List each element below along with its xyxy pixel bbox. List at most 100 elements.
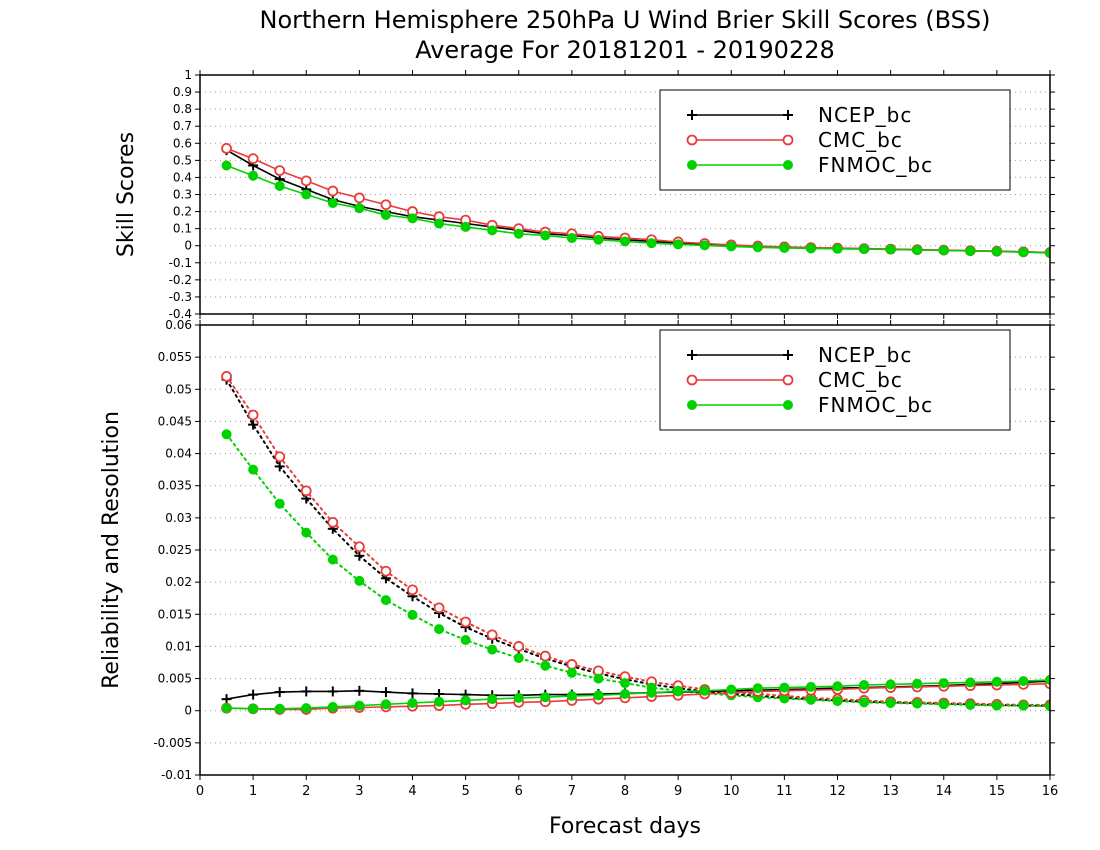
data-point-FNMOC_bc [354, 700, 365, 711]
x-tick-label: 1 [249, 784, 257, 799]
data-point-FNMOC_bc [407, 213, 418, 224]
data-point-FNMOC_bc [912, 698, 923, 709]
data-point-CMC_bc [380, 565, 392, 577]
x-tick-label: 6 [515, 784, 523, 799]
y-tick-label: 0.7 [173, 119, 192, 133]
data-point-FNMOC_bc [407, 698, 418, 708]
data-point-FNMOC_bc [832, 243, 843, 254]
y-tick-label: 0.9 [173, 85, 192, 99]
y-tick-label: 0.3 [173, 188, 192, 202]
data-point-FNMOC_bc [221, 429, 232, 440]
data-point-FNMOC_bc [938, 699, 949, 710]
data-point-FNMOC_bc [991, 676, 1002, 687]
data-point-FNMOC_bc [885, 698, 896, 708]
data-point-FNMOC_bc [566, 233, 577, 244]
y-tick-label: -0.3 [169, 290, 192, 304]
data-point-FNMOC_bc [965, 699, 976, 710]
data-point-FNMOC_bc [540, 692, 551, 703]
data-point-FNMOC_bc [274, 703, 285, 714]
legend-marker-CMC_bc [686, 374, 698, 386]
data-point-FNMOC_bc [327, 701, 338, 712]
data-point-FNMOC_bc [380, 699, 391, 710]
data-point-NCEP_bc [301, 686, 312, 697]
data-point-FNMOC_bc [460, 221, 471, 232]
x-tick-label: 10 [723, 784, 740, 799]
x-tick-label: 12 [829, 784, 846, 799]
data-point-FNMOC_bc [301, 527, 312, 538]
data-point-FNMOC_bc [620, 678, 630, 689]
data-point-FNMOC_bc [673, 239, 684, 250]
data-point-NCEP_bc [354, 685, 365, 696]
y-tick-label: 0.2 [173, 205, 192, 219]
reliability-resolution-panel: -0.01 -0.005 0 0.005 0.01 0.015 0.02 0.025 0.03 0… [99, 318, 1058, 839]
data-point-FNMOC_bc [620, 689, 630, 699]
data-point-FNMOC_bc [380, 209, 391, 220]
data-point-FNMOC_bc [354, 203, 365, 214]
data-point-FNMOC_bc [912, 678, 923, 689]
y-tick-label: -0.1 [169, 256, 192, 270]
data-point-FNMOC_bc [487, 644, 498, 655]
data-point-NCEP_bc [327, 686, 338, 697]
data-point-FNMOC_bc [1045, 701, 1050, 712]
y-tick-label: 0.005 [158, 672, 192, 686]
data-point-NCEP_bc [274, 461, 285, 472]
data-point-FNMOC_bc [301, 189, 312, 200]
legend-marker-CMC_bc [782, 134, 794, 146]
x-axis-label: Forecast days [549, 814, 701, 839]
legend-label-NCEP_bc: NCEP_bc [818, 103, 912, 127]
data-point-FNMOC_bc [593, 673, 604, 684]
data-point-FNMOC_bc [1018, 700, 1029, 711]
data-point-FNMOC_bc [327, 198, 338, 209]
data-point-FNMOC_bc [566, 667, 577, 678]
data-point-FNMOC_bc [620, 236, 630, 247]
data-point-NCEP_bc [248, 419, 259, 430]
data-point-CMC_bc [327, 516, 339, 528]
data-point-CMC_bc [274, 165, 286, 177]
data-point-FNMOC_bc [1045, 674, 1050, 685]
x-tick-label: 15 [989, 784, 1006, 799]
data-point-CMC_bc [221, 143, 232, 154]
data-point-CMC_bc [274, 451, 286, 463]
y-tick-label: -0.01 [161, 768, 192, 782]
data-point-NCEP_bc [380, 687, 391, 698]
legend-marker-NCEP_bc [687, 110, 697, 120]
data-point-FNMOC_bc [248, 464, 259, 475]
data-point-FNMOC_bc [487, 225, 498, 236]
data-point-CMC_bc [460, 616, 472, 628]
data-point-FNMOC_bc [699, 240, 710, 251]
series-line-NCEP_bc [225, 378, 1050, 707]
data-point-FNMOC_bc [859, 680, 870, 690]
legend-label-FNMOC_bc: FNMOC_bc [818, 393, 933, 417]
y-tick-label: 0 [184, 239, 192, 253]
y-tick-label: 0.015 [158, 607, 192, 621]
skill-scores-panel: -0.4 -0.3 -0.2 -0.1 0 0.1 0.2 0.3 0.4 0.5 0.6 0.7 0.… [114, 68, 1055, 321]
data-point-NCEP_bc [354, 550, 365, 561]
data-point-FNMOC_bc [646, 238, 657, 249]
data-point-FNMOC_bc [593, 690, 604, 701]
y-tick-label: 0.6 [173, 136, 192, 150]
data-point-FNMOC_bc [274, 180, 285, 191]
data-point-FNMOC_bc [726, 684, 737, 695]
data-point-CMC_bc [247, 153, 259, 165]
data-point-FNMOC_bc [965, 677, 976, 688]
series-group [221, 143, 1050, 258]
data-point-FNMOC_bc [938, 245, 949, 256]
y-tick-label: 0.025 [158, 543, 192, 557]
data-point-FNMOC_bc [540, 230, 551, 241]
data-point-FNMOC_bc [434, 218, 445, 229]
y-tick-label: 0.01 [165, 639, 192, 653]
data-point-FNMOC_bc [566, 690, 577, 701]
x-tick-label: 3 [355, 784, 363, 799]
data-point-FNMOC_bc [991, 246, 1002, 257]
data-point-CMC_bc [380, 199, 392, 211]
chart-title-line1: Northern Hemisphere 250hPa U Wind Brier … [260, 6, 991, 34]
x-tick-label: 5 [461, 784, 469, 799]
x-tick-label: 0 [196, 784, 204, 799]
x-tick-label: 9 [674, 784, 682, 799]
legend-marker-NCEP_bc [783, 110, 793, 120]
y-tick-label: 0.03 [165, 511, 192, 525]
data-point-CMC_bc [247, 409, 259, 421]
data-point-FNMOC_bc [593, 234, 604, 245]
